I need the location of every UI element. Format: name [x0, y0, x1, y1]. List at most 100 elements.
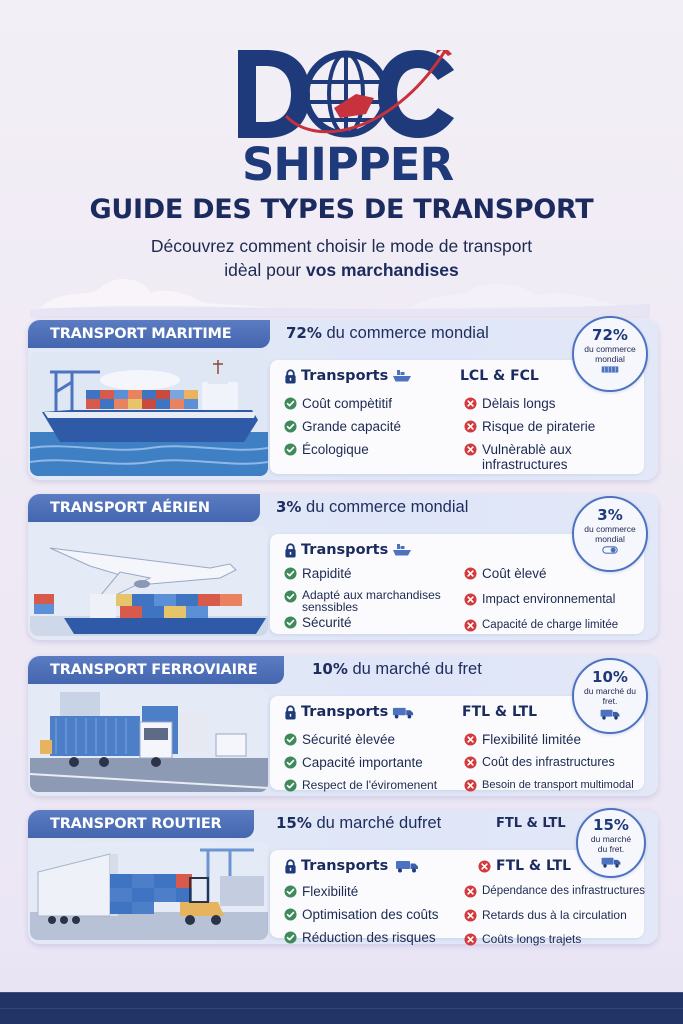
- pro-item: Grande capacité: [284, 419, 401, 434]
- cross-icon: [464, 443, 477, 456]
- airplane-port-image: [30, 526, 268, 636]
- con-item: Risque de piraterie: [464, 419, 602, 434]
- con-item: Capacité de charge limitée: [464, 618, 618, 633]
- subtitle-line-2: idèal pour vos marchandises: [224, 260, 459, 280]
- stat-badge: 72% du commerce mondial: [572, 316, 648, 392]
- check-icon: [284, 733, 297, 746]
- service-types: LCL & FCL: [460, 368, 539, 384]
- logo-globe-icon: [238, 50, 454, 138]
- lock-icon: [284, 369, 297, 384]
- check-icon: [284, 885, 297, 898]
- pros-list: Rapidité Adapté aux marchandises senssib…: [284, 566, 462, 630]
- container-icon: [601, 366, 619, 373]
- card-title: TRANSPORT AÉRIEN: [28, 494, 260, 522]
- con-item: Besoin de transport multimodal: [464, 778, 634, 793]
- logo-wordmark: SHIPPER: [242, 138, 454, 191]
- pro-item: Optimisation des coûts: [284, 907, 439, 922]
- pros-list: Flexibilité Optimisation des coûts Réduc…: [284, 884, 439, 945]
- stat-badge: 10% du marché du fret.: [572, 658, 648, 734]
- pro-item: Flexibilité: [284, 884, 439, 899]
- lock-icon: [284, 543, 297, 558]
- cons-list: Dépendance des infrastructures Retards d…: [464, 884, 645, 947]
- con-item: Retards dus à la circulation: [464, 908, 645, 923]
- stat-badge: 15% du marché du fret.: [576, 808, 646, 878]
- pro-item: Écologique: [284, 442, 401, 457]
- transports-label: Transports: [284, 704, 414, 720]
- pro-item: Adapté aux marchandises senssibles: [284, 589, 462, 613]
- check-icon: [284, 616, 297, 629]
- lock-icon: [284, 705, 297, 720]
- check-icon: [284, 908, 297, 921]
- stat-badge: 3% du commerce mondial: [572, 496, 648, 572]
- check-icon: [284, 567, 297, 580]
- footer-bar: [0, 992, 683, 1024]
- pro-item: Coût compètitif: [284, 396, 401, 411]
- check-icon: [284, 590, 297, 603]
- lock-icon: [284, 859, 297, 874]
- cons-list: Coût èlevé Impact environnemental Capaci…: [464, 566, 618, 633]
- clouds-decoration: [30, 278, 650, 318]
- check-icon: [284, 931, 297, 944]
- transports-label: Transports: [284, 368, 412, 384]
- ship-icon: [392, 369, 412, 383]
- cross-icon: [464, 733, 477, 746]
- cross-icon: [464, 619, 477, 632]
- pro-item: Sécurité èlevée: [284, 732, 437, 747]
- transports-label: Transports: [284, 858, 422, 874]
- pro-item: Rapidité: [284, 566, 462, 581]
- cross-icon: [464, 756, 477, 769]
- transports-label: Transports: [284, 542, 412, 558]
- pro-item: Capacité importante: [284, 755, 437, 770]
- con-item: Coûts longs trajets: [464, 932, 645, 947]
- pro-item: Réduction des risques: [284, 930, 439, 945]
- cons-list: Flexibilité limitée Coût des infrastruct…: [464, 732, 634, 793]
- card-ferroviaire: TRANSPORT FERROVIAIRE 10% du marché du f…: [28, 656, 658, 796]
- card-title: TRANSPORT ROUTIER: [28, 810, 254, 838]
- cargo-ship-image: [30, 352, 268, 476]
- headline-service-types: FTL & LTL: [496, 816, 566, 831]
- check-icon: [284, 420, 297, 433]
- con-item: Dèlais longs: [464, 396, 602, 411]
- card-title: TRANSPORT FERROVIAIRE: [28, 656, 284, 684]
- pros-list: Coût compètitif Grande capacité Écologiq…: [284, 396, 401, 457]
- check-icon: [284, 443, 297, 456]
- cross-icon: [478, 860, 491, 873]
- pros-list: Sécurité èlevée Capacité importante Resp…: [284, 732, 437, 793]
- check-icon: [284, 779, 297, 792]
- page-title: GUIDE DES TYPES DE TRANSPORT: [89, 194, 594, 225]
- card-headline: 10% du marché du fret: [312, 660, 482, 678]
- service-types: FTL & LTL: [478, 858, 571, 874]
- card-details: Transports FTL & LTL Sécurité èlevée Cap…: [270, 696, 644, 793]
- cross-icon: [464, 885, 477, 898]
- cross-icon: [464, 779, 477, 792]
- truck-terminal-image: [30, 688, 268, 792]
- con-item: Coût èlevé: [464, 566, 618, 581]
- check-icon: [284, 756, 297, 769]
- truck-icon: [392, 859, 422, 873]
- card-title: TRANSPORT MARITIME: [28, 320, 270, 348]
- cross-icon: [464, 420, 477, 433]
- card-headline: 72% du commerce mondial: [286, 324, 489, 342]
- con-item: Impact environnemental: [464, 592, 618, 607]
- docshipper-logo: SHIPPER: [238, 28, 458, 191]
- truck-icon: [392, 706, 414, 719]
- check-icon: [284, 397, 297, 410]
- card-routier: TRANSPORT ROUTIER 15% du marché dufret F…: [28, 808, 658, 947]
- truck-icon: [599, 708, 621, 720]
- card-headline: 15% du marché dufret: [276, 814, 442, 832]
- cons-list: Dèlais longs Risque de piraterie Vulnèra…: [464, 396, 602, 472]
- toggle-icon: [602, 546, 618, 554]
- cross-icon: [464, 397, 477, 410]
- pro-item: Respect de l'éviromenent: [284, 778, 437, 793]
- page-subtitle: Découvrez comment choisir le mode de tra…: [0, 234, 683, 282]
- con-item: Coût des infrastructures: [464, 755, 634, 770]
- con-item: Dépendance des infrastructures: [464, 884, 645, 899]
- cross-icon: [464, 567, 477, 580]
- card-maritime: TRANSPORT MARITIME 72% du commerce mondi…: [28, 316, 658, 480]
- pro-item: Sécurité: [284, 615, 462, 630]
- card-aerien: TRANSPORT AÉRIEN 3% du commerce mondial: [28, 494, 658, 640]
- subtitle-line-1: Découvrez comment choisir le mode de tra…: [150, 236, 533, 256]
- truck-icon: [600, 856, 622, 868]
- con-item: Flexibilité limitée: [464, 732, 634, 747]
- truck-loading-image: [30, 842, 268, 940]
